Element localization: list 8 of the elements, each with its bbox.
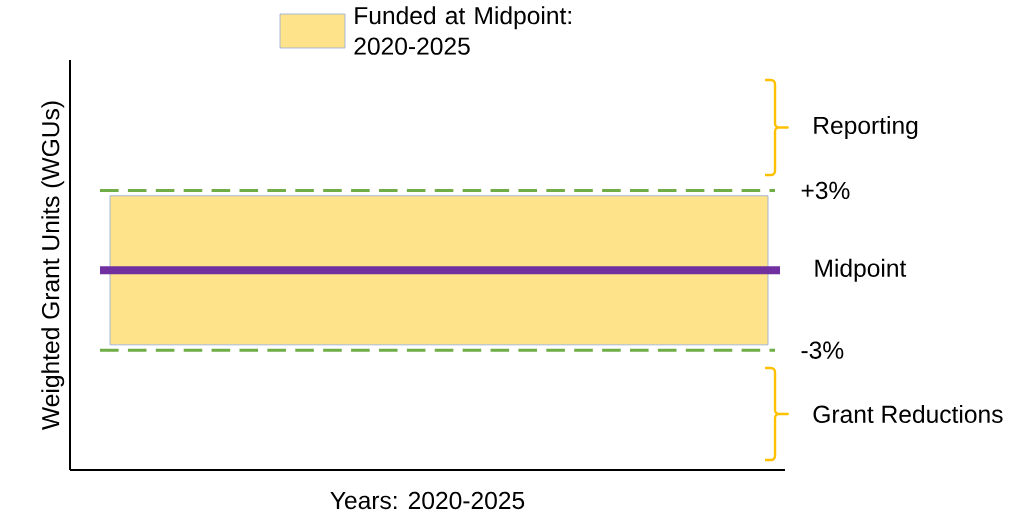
y-axis-title: Weighted Grant Units (WGUs) bbox=[41, 101, 65, 430]
ref-line-label: +3% bbox=[801, 181, 850, 200]
ref-line-label: -3% bbox=[801, 341, 844, 359]
annotation: Grant Reductions bbox=[813, 404, 1003, 424]
series-label: Midpoint bbox=[815, 258, 907, 282]
x-axis-title: Years: 2020-2025 bbox=[330, 491, 525, 510]
legend-label: Funded at Midpoint: 2020-2025 bbox=[354, 6, 571, 55]
annotation: Reporting bbox=[814, 116, 918, 139]
